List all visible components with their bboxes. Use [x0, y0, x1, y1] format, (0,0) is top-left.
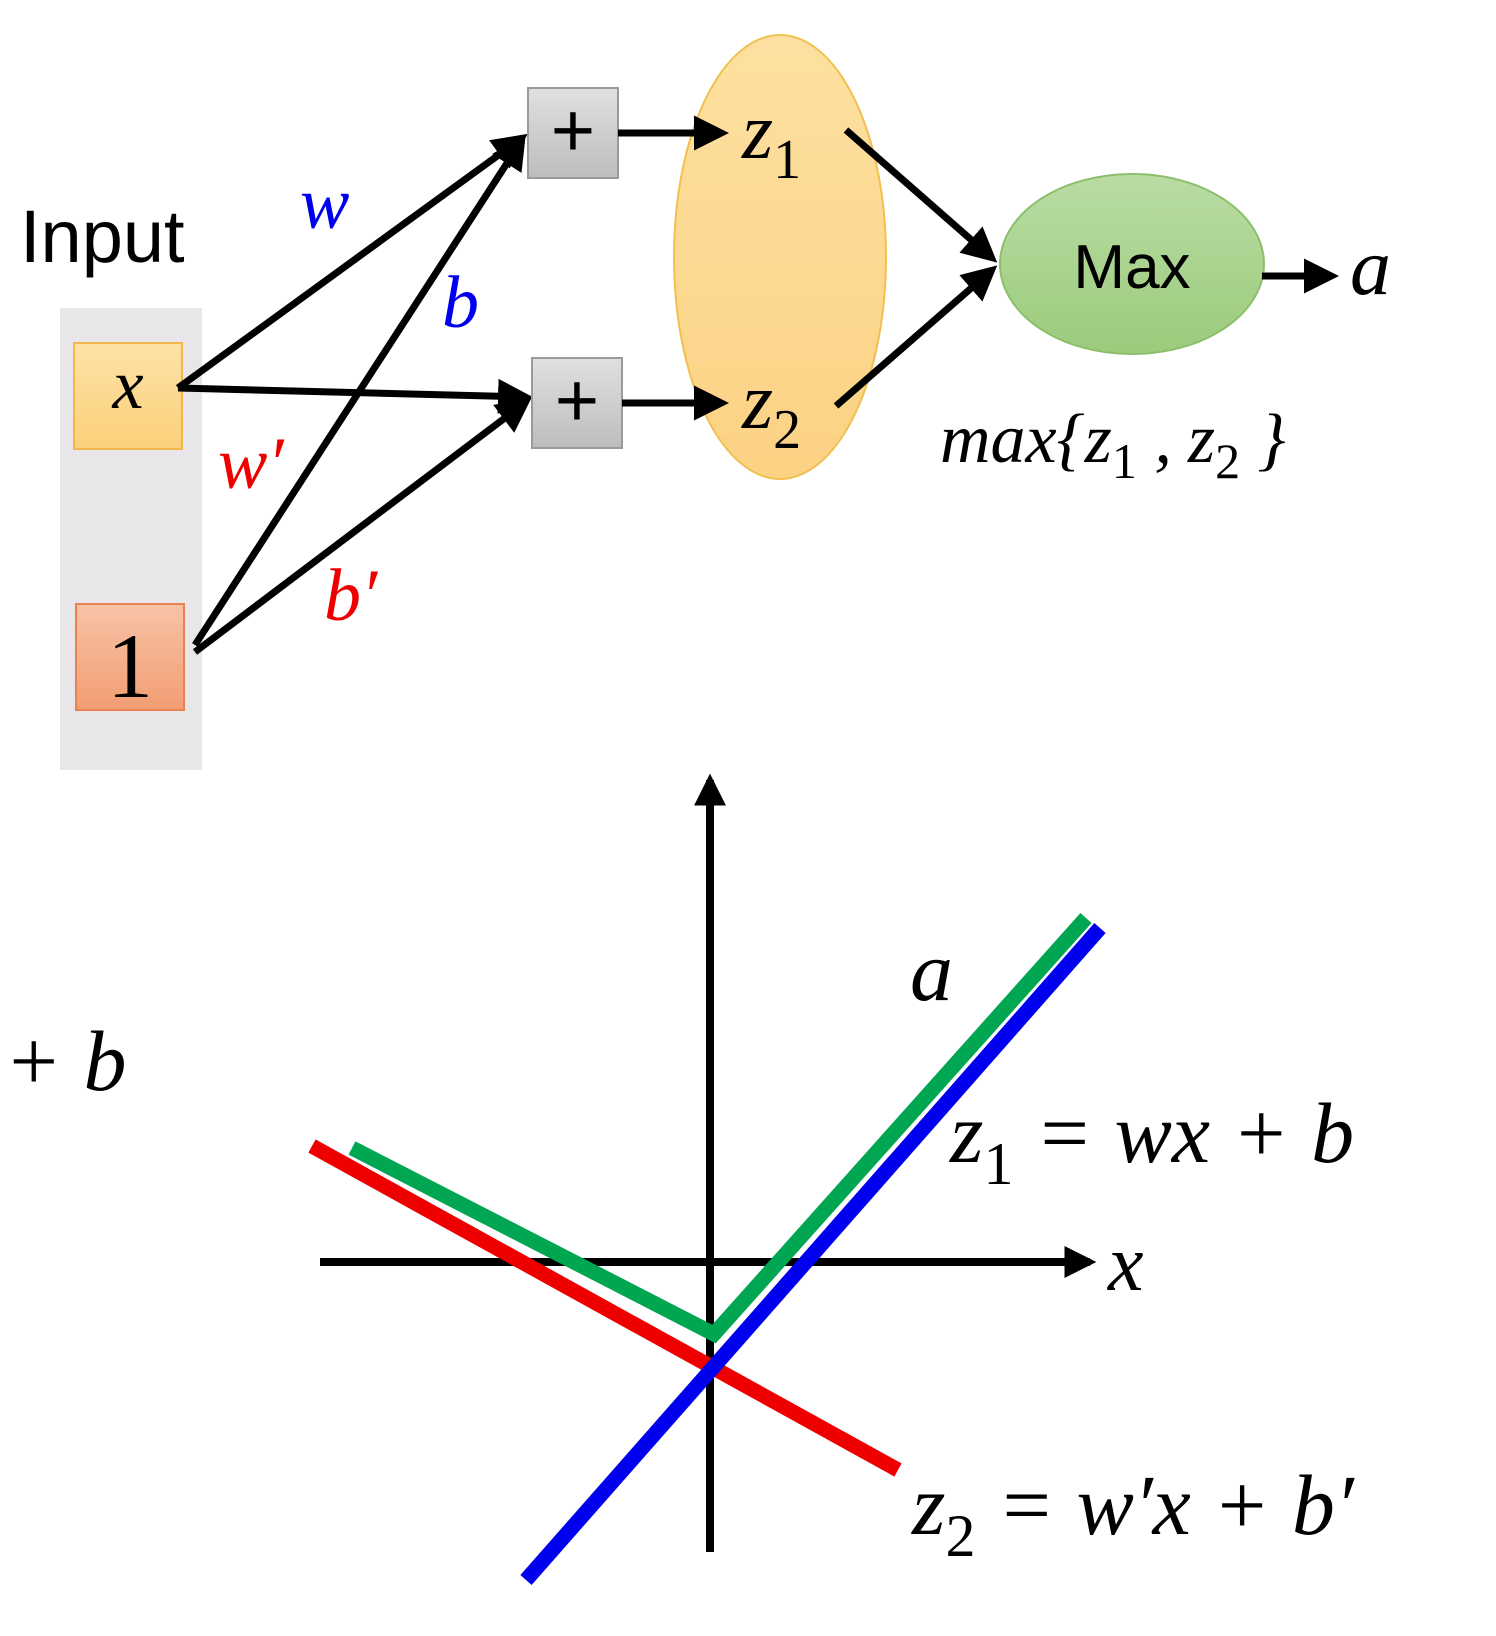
input-title: Input	[20, 195, 185, 278]
adder-bottom: +	[531, 357, 623, 449]
z2-node-symbol: z	[741, 358, 773, 446]
max-node-label: Max	[1073, 233, 1190, 302]
edge-x-to-top-adder	[175, 133, 528, 391]
z1-equation-rhs: = wx + b	[1013, 1085, 1354, 1181]
adder-bottom-symbol: +	[555, 358, 599, 443]
z2-equation-rhs: = w′x + b′	[975, 1457, 1354, 1553]
z2-equation-sub: 2	[945, 1503, 975, 1569]
line-z1-blue	[520, 923, 1106, 1585]
edge-one-to-top-adder	[192, 134, 526, 647]
weight-w-prime: w′	[218, 423, 285, 505]
left-fragment: + b	[4, 1013, 127, 1109]
z1-node-label: z1	[741, 88, 801, 191]
edge-x-to-bottom-adder	[177, 378, 533, 414]
edge-one-to-bottom-adder	[192, 397, 532, 655]
plot-section: + b x a z1 = wx + b z2 = w′x + b′	[4, 773, 1355, 1585]
z2-equation: z2 = w′x + b′	[911, 1457, 1355, 1569]
edge-z1-to-max	[843, 127, 998, 263]
max-formula: max{z1 , z2 }	[940, 401, 1286, 489]
input-one-label: 1	[107, 615, 153, 717]
max-formula-z2-sub: 2	[1215, 433, 1240, 489]
z2-node-label: z2	[741, 358, 801, 461]
output-a-label: a	[1350, 221, 1391, 312]
adder-top-symbol: +	[551, 88, 595, 173]
z1-equation: z1 = wx + b	[949, 1085, 1354, 1197]
weight-b: b	[442, 262, 479, 344]
max-formula-z2: z	[1187, 401, 1215, 478]
max-formula-z1-sub: 1	[1112, 433, 1137, 489]
input-node-one: 1	[75, 603, 185, 717]
z1-node-symbol: z	[741, 88, 773, 176]
z2-equation-lhs: z	[911, 1457, 945, 1553]
max-formula-prefix: max{	[940, 401, 1085, 478]
z1-equation-sub: 1	[983, 1131, 1013, 1197]
max-node: Max	[999, 173, 1265, 355]
weight-w: w	[300, 163, 349, 245]
a-curve-label: a	[910, 923, 953, 1019]
weight-b-prime: b′	[324, 555, 379, 637]
z2-node-subscript: 2	[773, 399, 801, 461]
max-formula-comma: ,	[1137, 401, 1172, 478]
max-formula-suffix: }	[1240, 401, 1286, 478]
input-node-x: x	[73, 342, 183, 450]
edge-z2-to-max	[833, 265, 998, 409]
line-z2-red	[308, 1139, 902, 1477]
z1-equation-lhs: z	[949, 1085, 983, 1181]
adder-top: +	[527, 87, 619, 179]
max-formula-z1: z	[1084, 401, 1112, 478]
line-a-green	[348, 913, 1092, 1344]
x-axis-label: x	[1107, 1220, 1144, 1308]
input-x-label: x	[111, 347, 143, 424]
network-section: Input x 1 w b w′ b′ + +	[20, 34, 1391, 770]
z1-node-subscript: 1	[773, 129, 801, 191]
